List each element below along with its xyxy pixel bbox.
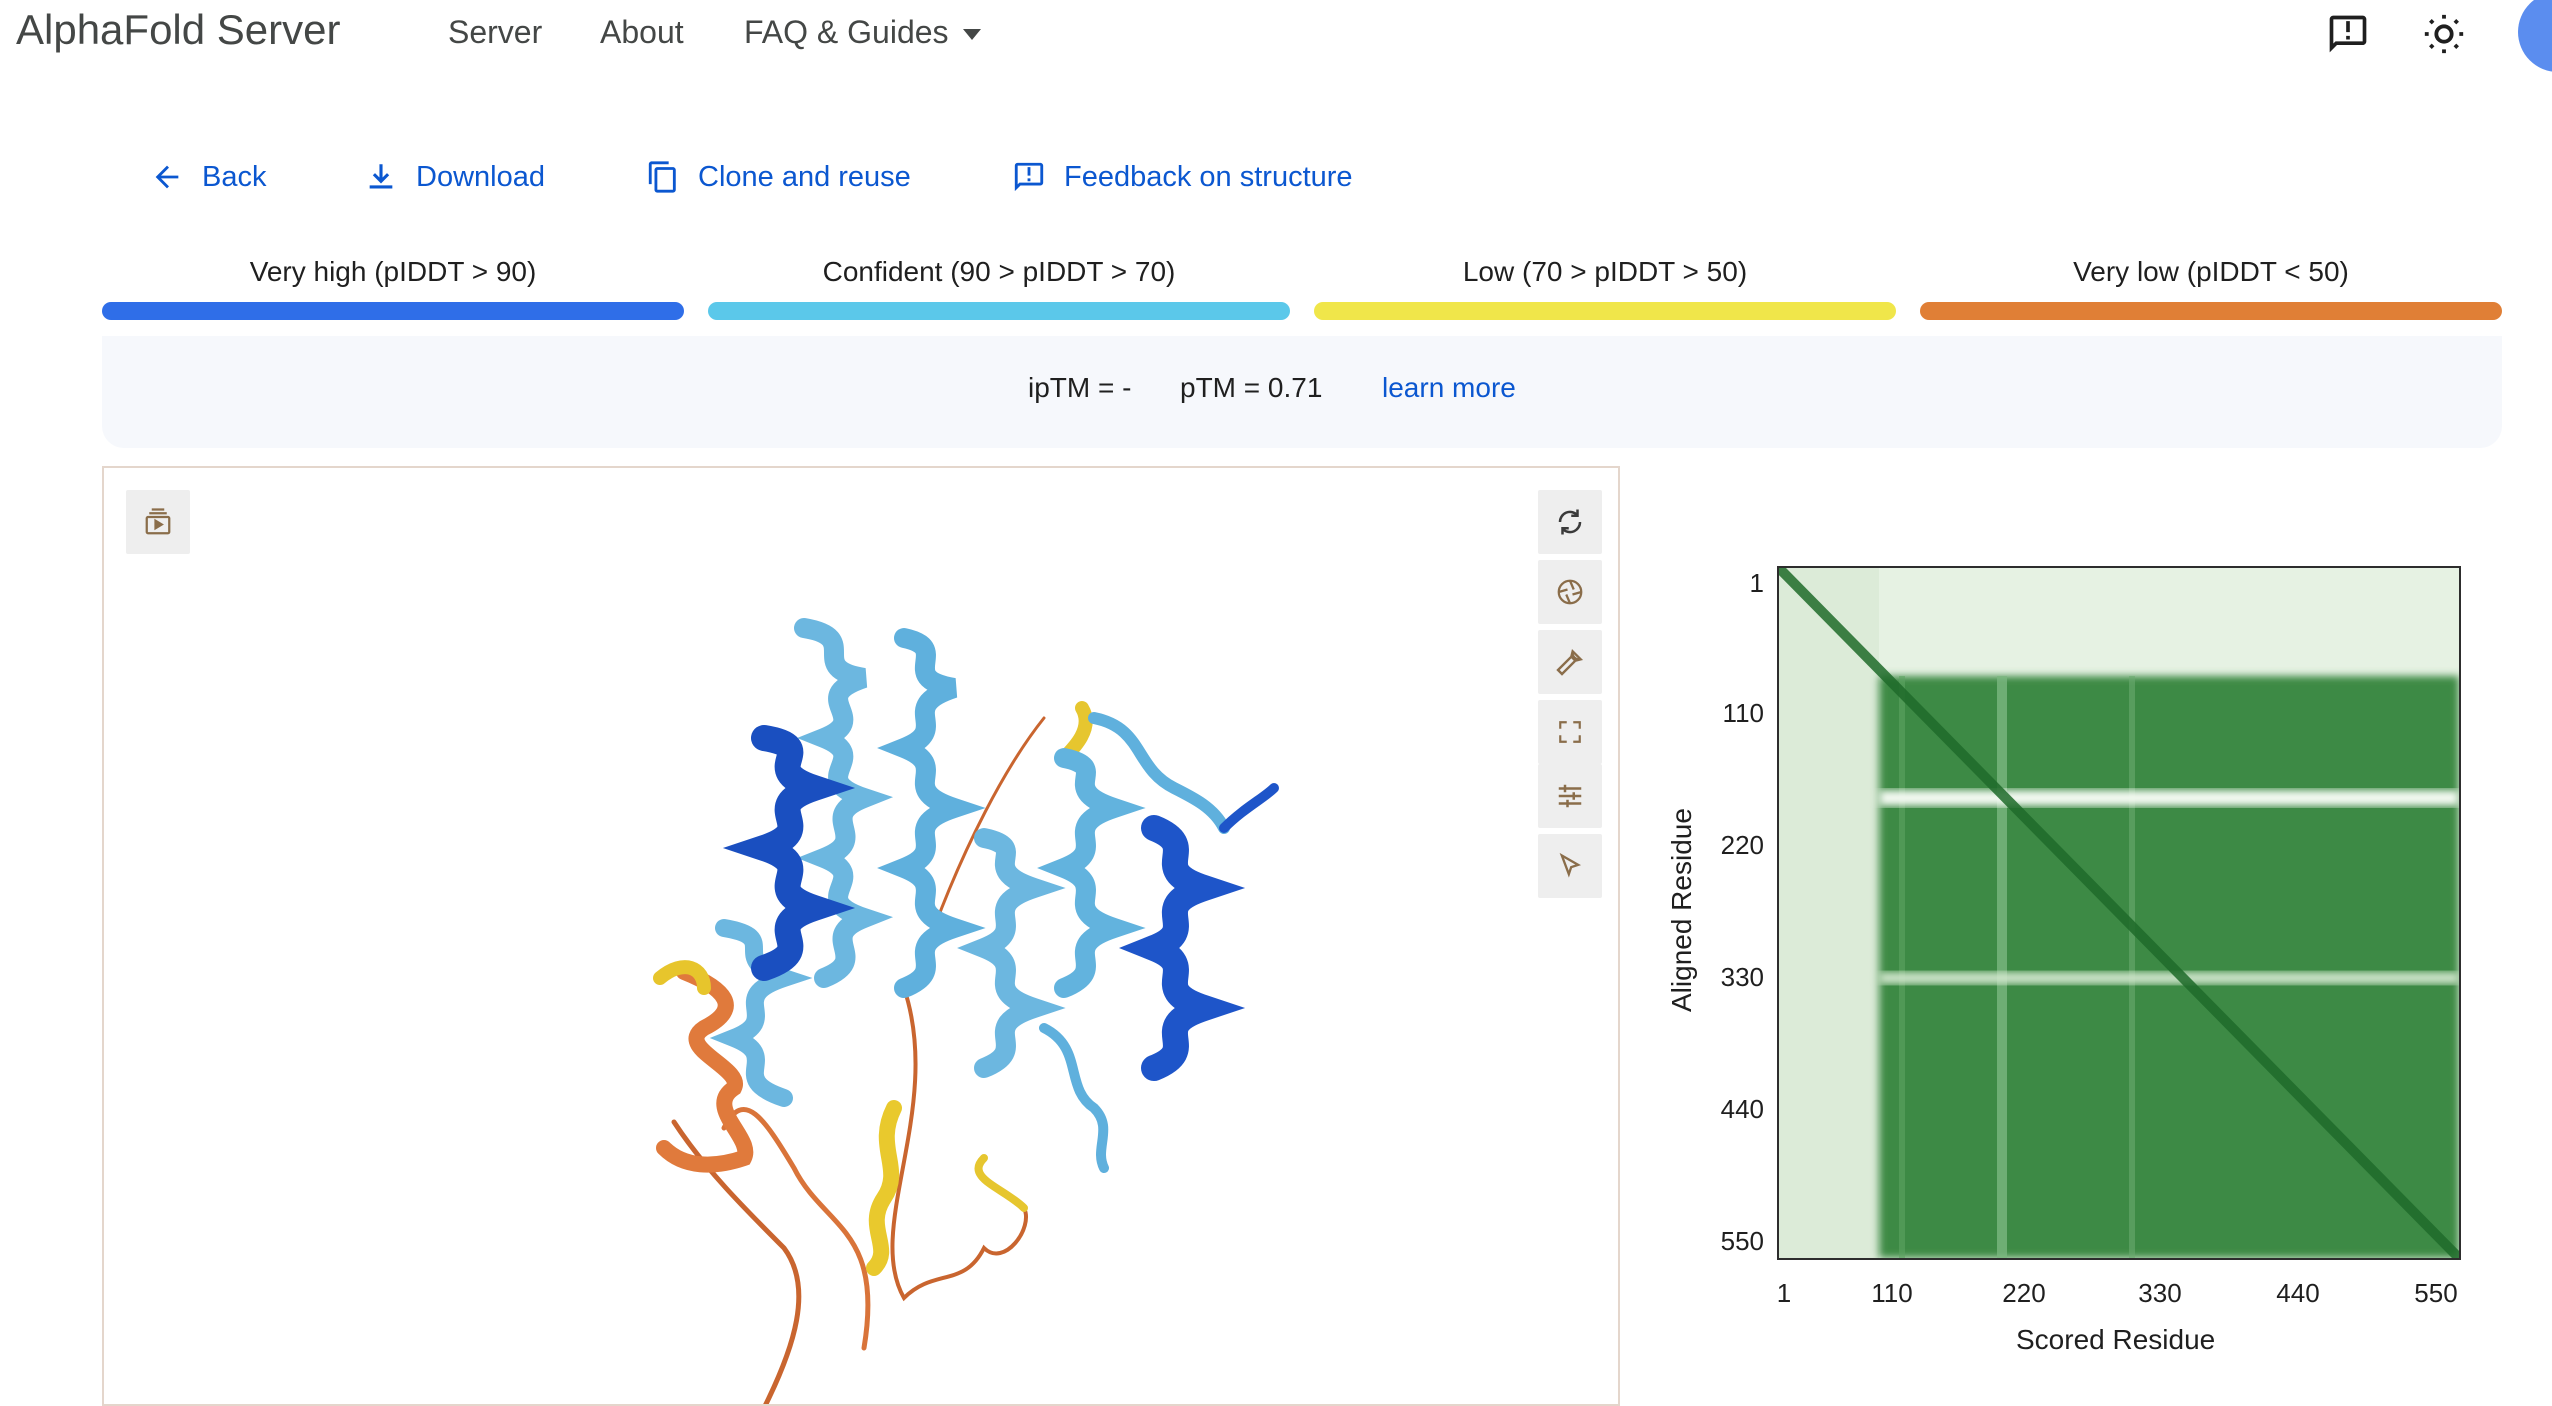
y-tick-label: 550 <box>1720 1226 1764 1256</box>
y-tick-label: 220 <box>1720 830 1764 860</box>
pae-heatmap <box>1777 566 2461 1260</box>
wrench-icon[interactable] <box>1538 630 1602 694</box>
settings-sliders-icon[interactable] <box>1538 764 1602 828</box>
brightness-icon[interactable] <box>2418 8 2470 60</box>
animation-icon[interactable] <box>126 490 190 554</box>
snapshot-icon[interactable] <box>1538 560 1602 624</box>
x-tick-label: 440 <box>2276 1278 2320 1308</box>
nav-about[interactable]: About <box>600 14 684 50</box>
app-title[interactable]: AlphaFold Server <box>16 6 341 53</box>
back-button[interactable]: Back <box>150 152 266 202</box>
x-tick-label: 110 <box>1871 1278 1913 1308</box>
select-cursor-icon[interactable] <box>1538 834 1602 898</box>
y-tick-label: 110 <box>1722 698 1764 728</box>
learn-more-link[interactable]: learn more <box>1382 372 1516 403</box>
nav-server[interactable]: Server <box>448 14 543 50</box>
structure-viewer[interactable] <box>102 466 1620 1406</box>
download-button[interactable]: Download <box>364 152 545 202</box>
nav-faq-guides[interactable]: FAQ & Guides <box>744 14 981 51</box>
clone-reuse-button[interactable]: Clone and reuse <box>646 152 911 202</box>
x-tick-label: 550 <box>2414 1278 2458 1308</box>
nav-faq-label: FAQ & Guides <box>744 14 949 50</box>
download-icon <box>369 164 393 189</box>
x-tick-label: 220 <box>2002 1278 2046 1308</box>
account-avatar[interactable] <box>2518 0 2552 72</box>
feedback-structure-button[interactable]: Feedback on structure <box>1012 152 1353 202</box>
score-panel <box>102 336 2502 448</box>
spin-icon[interactable] <box>1538 490 1602 554</box>
legend-confident-label: Confident (90 > pIDDT > 70) <box>822 256 1176 287</box>
feedback-icon <box>1014 162 1044 192</box>
legend-very-low-label: Very low (pIDDT < 50) <box>2073 256 2349 287</box>
arrow-back-icon <box>155 165 179 189</box>
x-tick-label: 330 <box>2138 1278 2182 1308</box>
y-axis-label: Aligned Residue <box>1666 808 1697 1012</box>
x-tick-label: 1 <box>1776 1278 1792 1308</box>
x-axis-label: Scored Residue <box>2016 1324 2216 1355</box>
ptm-score: pTM = 0.71 <box>1180 372 1323 403</box>
chevron-down-icon <box>962 29 981 41</box>
legend-very-high-label: Very high (pIDDT > 90) <box>249 256 537 287</box>
fullscreen-icon[interactable] <box>1538 700 1602 764</box>
feedback-label: Feedback on structure <box>1064 160 1353 193</box>
legend-very-high-bar <box>102 302 684 320</box>
y-tick-label: 440 <box>1720 1094 1764 1124</box>
clone-label: Clone and reuse <box>698 160 911 193</box>
legend-low-label: Low (70 > pIDDT > 50) <box>1462 256 1748 287</box>
protein-structure-render <box>653 618 1279 1404</box>
feedback-icon[interactable] <box>2322 8 2374 60</box>
y-tick-label: 330 <box>1720 962 1764 992</box>
legend-very-low-bar <box>1920 302 2502 320</box>
download-label: Download <box>416 160 545 193</box>
copy-icon <box>648 161 676 193</box>
iptm-score: ipTM = - <box>1028 372 1132 403</box>
legend-confident-bar <box>708 302 1290 320</box>
legend-low-bar <box>1314 302 1896 320</box>
y-tick-label: 1 <box>1749 568 1764 598</box>
back-label: Back <box>202 160 267 193</box>
